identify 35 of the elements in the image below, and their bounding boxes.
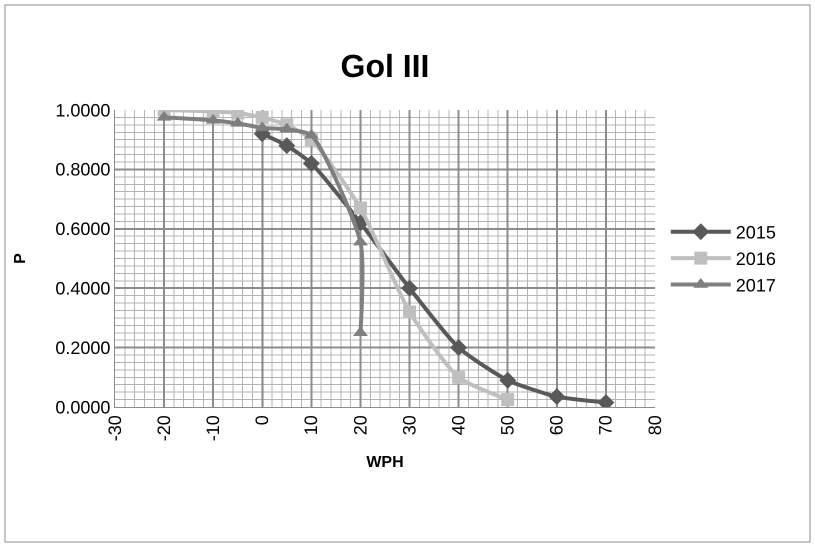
x-tick-label: 70 [596, 415, 616, 436]
x-tick-label: -30 [104, 415, 125, 442]
legend-label: 2015 [736, 222, 776, 243]
point [278, 137, 296, 154]
x-tick-label: 20 [350, 415, 370, 436]
point [548, 388, 566, 406]
y-tick-label: 0.0000 [55, 397, 110, 418]
point [401, 280, 418, 297]
point [499, 372, 516, 389]
point [450, 339, 468, 356]
chart-title: Gol III [340, 48, 430, 84]
x-tick-label: 50 [498, 415, 518, 436]
x-tick-label: 40 [448, 415, 468, 436]
y-tick-label: 0.8000 [55, 160, 110, 180]
x-tick-label: 10 [301, 415, 322, 436]
point [403, 305, 416, 318]
y-tick-label: 0.6000 [55, 219, 110, 240]
x-tick-label: 30 [399, 415, 420, 436]
legend-label: 2016 [736, 249, 776, 270]
x-tick-label: -10 [203, 415, 224, 442]
x-axis-title: WPH [366, 454, 404, 471]
y-tick-label: 0.4000 [55, 278, 110, 298]
y-axis-title: P [12, 252, 30, 264]
point [501, 393, 514, 406]
x-tick-label: 80 [644, 415, 665, 436]
point [302, 155, 320, 172]
x-tick-label: 60 [546, 415, 567, 436]
x-tick-label: -20 [154, 415, 174, 442]
y-tick-label: 0.2000 [55, 338, 110, 358]
x-tick-label: 0 [252, 415, 272, 426]
y-tick-label: 1.0000 [55, 100, 110, 120]
point [354, 202, 367, 215]
legend-label: 2017 [736, 276, 776, 296]
point [452, 370, 466, 384]
point [256, 110, 269, 124]
